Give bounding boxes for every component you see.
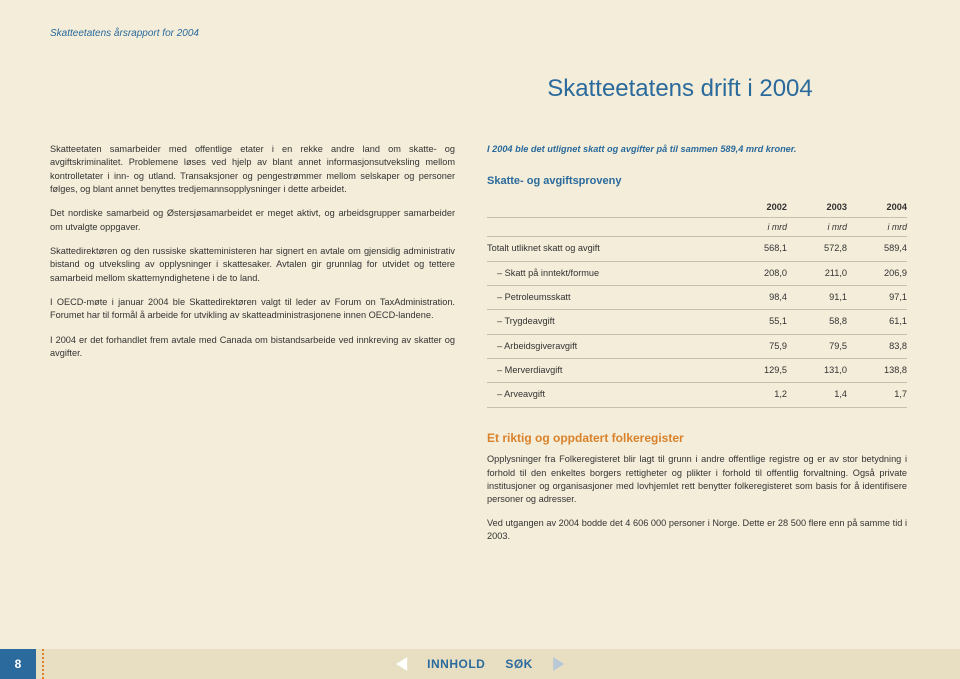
- running-head: Skatteetatens årsrapport for 2004: [50, 28, 910, 39]
- table-cell: Arveavgift: [487, 383, 727, 407]
- table-header-cell: 2002: [727, 198, 787, 217]
- table-row: Skatt på inntekt/formue208,0211,0206,9: [487, 261, 907, 285]
- table-cell: 568,1: [727, 237, 787, 261]
- body-paragraph: Skattedirektøren og den russiske skattem…: [50, 245, 455, 285]
- table-header-cell: [487, 198, 727, 217]
- table-cell: 58,8: [787, 310, 847, 334]
- table-cell: i mrd: [787, 217, 847, 237]
- table-cell: 97,1: [847, 286, 907, 310]
- table-header-cell: 2004: [847, 198, 907, 217]
- table-cell: 1,4: [787, 383, 847, 407]
- prev-page-icon[interactable]: [396, 657, 407, 671]
- table-cell: 75,9: [727, 334, 787, 358]
- two-column-layout: Skatteetaten samarbeider med offentlige …: [50, 143, 910, 553]
- table-cell: 61,1: [847, 310, 907, 334]
- table-cell: Trygdeavgift: [487, 310, 727, 334]
- table-cell: Skatt på inntekt/formue: [487, 261, 727, 285]
- footer-divider: [42, 649, 64, 679]
- search-link[interactable]: SØK: [505, 657, 533, 671]
- tax-revenue-table: 2002 2003 2004 i mrd i mrd i mrd Totalt …: [487, 198, 907, 408]
- body-paragraph: Det nordiske samarbeid og Østersjøsamarb…: [50, 207, 455, 234]
- table-cell: i mrd: [847, 217, 907, 237]
- table-heading: Skatte- og avgiftsproveny: [487, 174, 907, 190]
- table-row: Trygdeavgift55,158,861,1: [487, 310, 907, 334]
- table-cell: 572,8: [787, 237, 847, 261]
- body-paragraph: Ved utgangen av 2004 bodde det 4 606 000…: [487, 517, 907, 544]
- table-cell: 55,1: [727, 310, 787, 334]
- table-cell: 206,9: [847, 261, 907, 285]
- section-heading: Et riktig og oppdatert folkeregister: [487, 430, 907, 447]
- table-header-row: 2002 2003 2004: [487, 198, 907, 217]
- page-number: 8: [0, 649, 36, 679]
- toc-link[interactable]: INNHOLD: [427, 657, 485, 671]
- table-cell: 1,7: [847, 383, 907, 407]
- page-title: Skatteetatens drift i 2004: [450, 75, 910, 103]
- table-cell: 98,4: [727, 286, 787, 310]
- table-cell: 138,8: [847, 359, 907, 383]
- table-cell: 131,0: [787, 359, 847, 383]
- right-column: I 2004 ble det utlignet skatt og avgifte…: [487, 143, 907, 553]
- body-paragraph: Skatteetaten samarbeider med offentlige …: [50, 143, 455, 196]
- table-cell: Merverdiavgift: [487, 359, 727, 383]
- table-cell: i mrd: [727, 217, 787, 237]
- table-cell: 1,2: [727, 383, 787, 407]
- table-cell: 211,0: [787, 261, 847, 285]
- table-header-cell: 2003: [787, 198, 847, 217]
- table-cell: 208,0: [727, 261, 787, 285]
- table-row: Arbeidsgiveravgift75,979,583,8: [487, 334, 907, 358]
- table-row: Petroleumsskatt98,491,197,1: [487, 286, 907, 310]
- page-container: Skatteetatens årsrapport for 2004 Skatte…: [0, 0, 960, 679]
- table-cell: [487, 217, 727, 237]
- next-page-icon[interactable]: [553, 657, 564, 671]
- table-cell: Petroleumsskatt: [487, 286, 727, 310]
- table-cell: 83,8: [847, 334, 907, 358]
- left-column: Skatteetaten samarbeider med offentlige …: [50, 143, 455, 553]
- table-cell: 589,4: [847, 237, 907, 261]
- page-footer: 8 INNHOLD SØK: [0, 649, 960, 679]
- folkeregister-section: Et riktig og oppdatert folkeregister Opp…: [487, 430, 907, 543]
- body-paragraph: I OECD-møte i januar 2004 ble Skattedire…: [50, 296, 455, 323]
- table-row: Totalt utliknet skatt og avgift568,1572,…: [487, 237, 907, 261]
- body-paragraph: Opplysninger fra Folkeregisteret blir la…: [487, 453, 907, 506]
- table-cell: 79,5: [787, 334, 847, 358]
- table-cell: 91,1: [787, 286, 847, 310]
- table-row: Merverdiavgift129,5131,0138,8: [487, 359, 907, 383]
- table-cell: 129,5: [727, 359, 787, 383]
- lead-text: I 2004 ble det utlignet skatt og avgifte…: [487, 143, 907, 156]
- footer-nav: INNHOLD SØK: [396, 657, 564, 671]
- body-paragraph: I 2004 er det forhandlet frem avtale med…: [50, 334, 455, 361]
- table-cell: Totalt utliknet skatt og avgift: [487, 237, 727, 261]
- table-unit-row: i mrd i mrd i mrd: [487, 217, 907, 237]
- table-cell: Arbeidsgiveravgift: [487, 334, 727, 358]
- table-row: Arveavgift1,21,41,7: [487, 383, 907, 407]
